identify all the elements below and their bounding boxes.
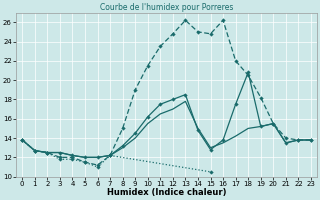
X-axis label: Humidex (Indice chaleur): Humidex (Indice chaleur): [107, 188, 226, 197]
Title: Courbe de l'humidex pour Porreres: Courbe de l'humidex pour Porreres: [100, 3, 233, 12]
